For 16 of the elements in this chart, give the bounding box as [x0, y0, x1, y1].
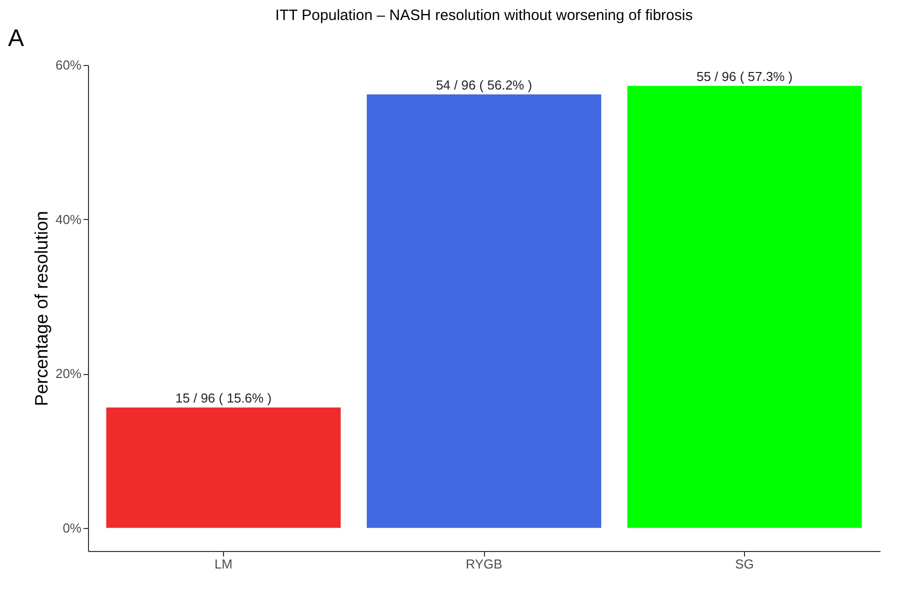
chart-title: ITT Population – NASH resolution without worsening of fibrosis: [275, 7, 693, 24]
x-tick-label: SG: [735, 556, 754, 572]
data-label: 15 / 96 ( 15.6% ): [175, 390, 272, 406]
y-tick-label: 20%: [55, 366, 82, 382]
data-label: 54 / 96 ( 56.2% ): [436, 77, 532, 92]
y-tick-label: 0%: [62, 520, 82, 536]
y-tick-label: 40%: [55, 212, 82, 227]
text: A: [8, 25, 24, 52]
x-tick-label: RYGB: [466, 556, 502, 572]
data-label: 55 / 96 ( 57.3% ): [696, 68, 793, 84]
y-axis-title: Percentage of resolution: [31, 210, 52, 406]
y-tick-label: 60%: [55, 58, 82, 72]
bar: [366, 94, 602, 528]
bar: [627, 86, 862, 528]
bar: [106, 408, 341, 528]
x-tick-label: LM: [214, 556, 233, 572]
